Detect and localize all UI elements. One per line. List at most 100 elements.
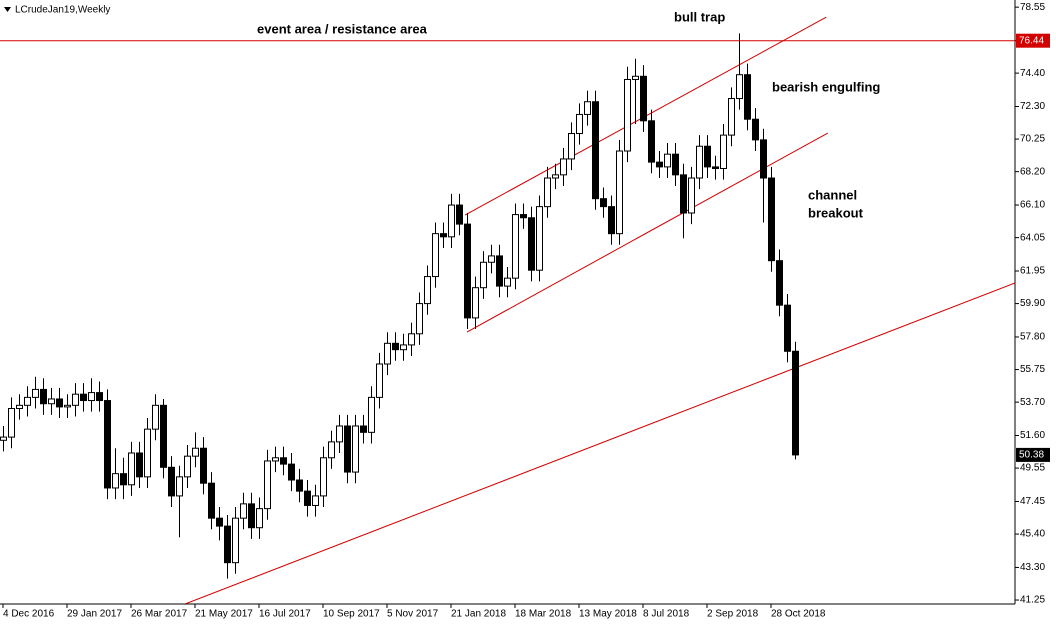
trendline — [466, 132, 829, 333]
candle-body-up — [352, 425, 359, 473]
candle-body-up — [544, 177, 551, 208]
candle-body-up — [32, 388, 39, 398]
candle-body-up — [624, 78, 631, 152]
candle-body-up — [536, 206, 543, 271]
candle-body-down — [784, 304, 791, 352]
candle-body-down — [640, 75, 647, 122]
candle-body-down — [456, 204, 463, 225]
candle-body-up — [192, 447, 199, 457]
candle-body-up — [272, 457, 279, 462]
y-tick-label: 59.90 — [1020, 298, 1045, 309]
y-tick-label: 49.55 — [1020, 463, 1045, 474]
candle-body-down — [520, 214, 527, 219]
candle-body-down — [224, 525, 231, 564]
x-tick-label: 21 Jan 2018 — [451, 609, 506, 620]
candle-body-up — [0, 436, 7, 441]
candle-body-up — [256, 508, 263, 529]
y-tick-label: 78.55 — [1020, 2, 1045, 13]
candle-body-up — [176, 476, 183, 497]
plot — [0, 16, 1015, 604]
candle-body-down — [168, 466, 175, 497]
candle-body-up — [48, 398, 55, 405]
candle-body-up — [376, 363, 383, 398]
candle-body-up — [432, 233, 439, 278]
y-tick-label: 47.45 — [1020, 496, 1045, 507]
candle-body-down — [464, 223, 471, 319]
y-tick-label: 74.40 — [1020, 68, 1045, 79]
candle-body-up — [504, 277, 511, 287]
candle-body-up — [552, 174, 559, 179]
candle-body-down — [600, 198, 607, 208]
chart-title: LCrudeJan19,Weekly — [15, 5, 110, 16]
candle-body-up — [480, 261, 487, 289]
x-tick-label: 5 Nov 2017 — [387, 609, 439, 620]
candle-body-up — [632, 75, 639, 80]
annotation: bearish engulfing — [772, 79, 880, 94]
candle-body-up — [240, 503, 247, 519]
y-tick-label: 45.40 — [1020, 529, 1045, 540]
candle-body-up — [664, 153, 671, 168]
x-tick-label: 16 Jul 2017 — [259, 609, 311, 620]
y-tick-label: 41.25 — [1020, 595, 1045, 606]
y-tick-label: 66.10 — [1020, 200, 1045, 211]
y-tick-label: 53.70 — [1020, 397, 1045, 408]
x-tick-label: 13 May 2018 — [579, 609, 637, 620]
candle-body-down — [712, 166, 719, 169]
y-tick-label: 68.20 — [1020, 166, 1045, 177]
candle-body-up — [336, 425, 343, 443]
candle-body-up — [232, 517, 239, 564]
y-tick-label: 51.60 — [1020, 430, 1045, 441]
annotation: bull trap — [674, 9, 725, 24]
candle-body-up — [368, 396, 375, 433]
candle-body-down — [360, 425, 367, 433]
x-tick-label: 26 Mar 2017 — [131, 609, 188, 620]
annotation: breakout — [808, 205, 864, 220]
menu-triangle — [4, 7, 11, 12]
candle-body-up — [448, 204, 455, 238]
candle-body-down — [752, 118, 759, 141]
candle-body-up — [568, 133, 575, 160]
y-tick-label: 55.75 — [1020, 364, 1045, 375]
y-tick-label: 64.05 — [1020, 232, 1045, 243]
y-tick-label: 57.80 — [1020, 332, 1045, 343]
candle-body-up — [720, 134, 727, 169]
candle-body-down — [648, 120, 655, 163]
candle-body-down — [296, 479, 303, 492]
candle-body-down — [104, 400, 111, 489]
candle-body-down — [304, 490, 311, 506]
candle-body-up — [72, 393, 79, 406]
x-tick-label: 28 Oct 2018 — [771, 609, 826, 620]
candle-body-down — [792, 350, 799, 456]
candle-body-down — [120, 473, 127, 486]
candle-body-up — [320, 457, 327, 497]
last-price-box — [1016, 447, 1050, 462]
x-tick-label: 10 Sep 2017 — [323, 609, 380, 620]
y-tick-label: 70.25 — [1020, 134, 1045, 145]
x-tick-label: 4 Dec 2016 — [3, 609, 55, 620]
candle-body-up — [24, 396, 31, 406]
candle-body-up — [576, 113, 583, 135]
candle-body-up — [616, 150, 623, 235]
candle-body-up — [312, 495, 319, 506]
candle-body-down — [80, 393, 87, 402]
candle-body-up — [384, 342, 391, 365]
candle-body-down — [200, 447, 207, 484]
candle-body-up — [400, 344, 407, 351]
candle-body-up — [560, 158, 567, 176]
candle-body-down — [768, 177, 775, 262]
candle-body-up — [488, 255, 495, 263]
candle-body-down — [280, 457, 287, 465]
y-tick-label: 61.95 — [1020, 266, 1045, 277]
candle-body-up — [424, 276, 431, 305]
candle-body-down — [760, 139, 767, 179]
candle-body-up — [728, 98, 735, 136]
candle-body-down — [656, 161, 663, 168]
trendline — [184, 282, 1015, 604]
level-price-label: 76.44 — [1019, 35, 1044, 46]
candle-body-up — [512, 214, 519, 279]
x-tick-label: 8 Jul 2018 — [643, 609, 690, 620]
candle-body-down — [136, 452, 143, 478]
candle-body-up — [88, 392, 95, 402]
candle-body-down — [496, 255, 503, 287]
